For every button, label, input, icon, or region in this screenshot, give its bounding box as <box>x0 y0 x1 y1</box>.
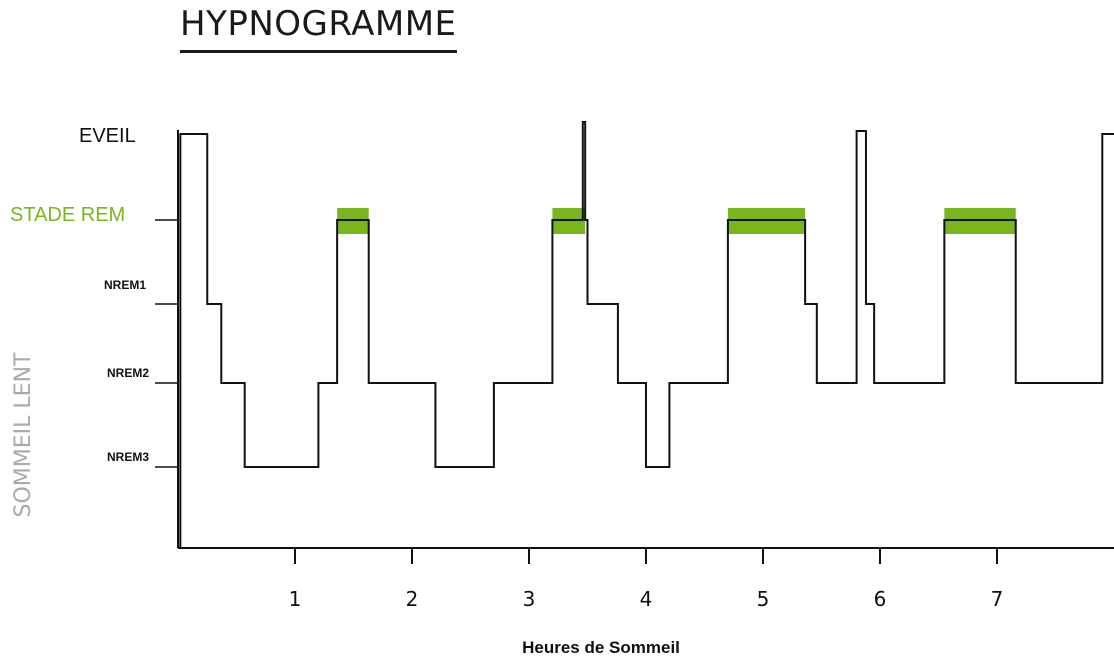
x-tick-label-2: 2 <box>406 587 419 611</box>
series <box>179 121 1114 548</box>
stage-label-nrem1: NREM1 <box>104 278 146 292</box>
x-axis-label: Heures de Sommeil <box>522 638 680 657</box>
x-tick-label-1: 1 <box>289 587 302 611</box>
axes <box>177 130 1114 549</box>
x-tick-label-4: 4 <box>640 587 653 611</box>
x-tick-label-5: 5 <box>757 587 770 611</box>
x-tick-label-7: 7 <box>991 587 1004 611</box>
rem-bars <box>337 208 1016 234</box>
x-tick-label-6: 6 <box>874 587 887 611</box>
x-tick-label-3: 3 <box>523 587 536 611</box>
stage-label-rem: STADE REM <box>10 204 125 226</box>
hypnogram-line-1 <box>179 121 1114 548</box>
stage-label-eveil: EVEIL <box>79 125 136 147</box>
stage-label-nrem2: NREM2 <box>107 366 149 380</box>
stage-label-nrem3: NREM3 <box>107 450 149 464</box>
x-ticks: 1 2 3 4 5 6 7 <box>289 548 1004 611</box>
chart-title: HYPNOGRAMME <box>180 4 457 53</box>
stage-labels: EVEIL STADE REM NREM1 NREM2 NREM3 <box>10 125 178 468</box>
y-axis-label: SOMMEIL LENT <box>11 352 36 517</box>
